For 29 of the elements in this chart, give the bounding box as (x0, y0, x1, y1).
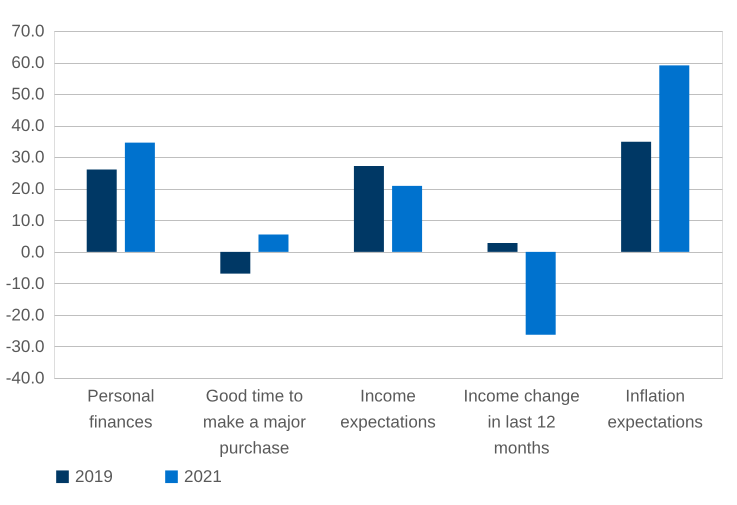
y-tick-label: -20.0 (6, 305, 44, 324)
bar (354, 166, 384, 252)
y-tick-label: 60.0 (11, 53, 44, 72)
bar (124, 142, 155, 252)
bar (392, 186, 422, 252)
bar (526, 252, 556, 335)
legend-label: 2019 (75, 466, 113, 486)
y-tick-label: 50.0 (11, 84, 44, 104)
bar (659, 65, 690, 252)
bar (258, 234, 288, 252)
y-tick-label: -30.0 (6, 336, 44, 356)
y-tick-label: 10.0 (11, 210, 44, 230)
legend-label: 2021 (184, 466, 222, 486)
y-tick-label: 70.0 (11, 22, 44, 40)
y-tick-label: 20.0 (11, 179, 44, 198)
x-tick-label: Income expectations (340, 386, 436, 432)
bar (621, 142, 652, 252)
x-tick-label: Good time to make a major purchase (202, 386, 306, 458)
bar (86, 169, 117, 252)
y-tick-label: -40.0 (6, 368, 44, 388)
bar (488, 242, 518, 252)
x-tick-label: Personal finances (87, 386, 154, 432)
y-tick-label: -10.0 (6, 274, 44, 293)
x-tick-label: Inflation expectations (607, 386, 703, 432)
y-tick-label: 0.0 (20, 242, 44, 262)
x-tick-label: Income change in last 12 months (463, 386, 580, 458)
y-tick-label: 30.0 (11, 148, 44, 167)
y-tick-label: 40.0 (11, 116, 44, 136)
bar (220, 252, 250, 274)
